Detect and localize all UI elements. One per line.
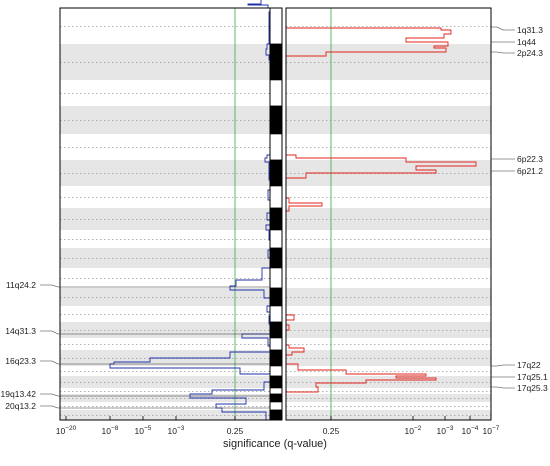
ideogram-chromosome-11 [269, 267, 283, 289]
x-axis-label: significance (q-value) [223, 438, 327, 450]
band-right-8 [286, 208, 491, 230]
tick-label-right-1: 10−2 [405, 425, 422, 436]
tick-marks: 10−20 10−8 10−5 10−3 0.25 0.25 10−2 10−3 10−4 10−… [56, 416, 500, 436]
right-panel-frame [285, 7, 492, 421]
band-left-18 [60, 376, 270, 388]
peak-label-left-0: 11q24.2 [6, 280, 36, 290]
ideogram-chromosome-18 [269, 375, 283, 389]
band-right-12 [286, 288, 491, 306]
peak-leader-right-0 [491, 26, 515, 31]
peak-label-right-2: 2p24.3 [517, 48, 543, 58]
ideogram-chromosome-15 [269, 337, 283, 351]
band-left-14 [60, 322, 270, 338]
ideogram-chromosome-14 [269, 321, 283, 339]
ideogram-chromosome-12 [269, 287, 283, 307]
band-left-10 [60, 248, 270, 268]
peak-label-left-4: 20q13.2 [5, 401, 36, 411]
band-left-12 [60, 288, 270, 306]
ideogram-chromosome-16 [269, 349, 283, 367]
peak-leader-left-4 [40, 405, 270, 409]
peak-label-right-7: 17q25.3 [517, 383, 548, 393]
peak-leader-right-2 [491, 51, 515, 54]
peak-label-right-3: 6p22.3 [517, 154, 543, 164]
peak-leader-left-1 [40, 330, 270, 335]
tick-label-right-3: 10−4 [462, 425, 479, 436]
band-right-18 [286, 376, 491, 388]
peak-leader-right-7 [491, 386, 515, 389]
tick-label-left-0: 10−20 [56, 425, 77, 436]
ideogram-chromosome-1 [269, 7, 283, 45]
ideogram-chromosome-3 [269, 79, 283, 107]
ideogram-chromosome-21 [269, 401, 283, 411]
peak-label-left-1: 14q31.3 [5, 326, 36, 336]
ideogram-chromosome-4 [269, 105, 283, 135]
tick-label-right-0: 0.25 [323, 426, 340, 436]
peak-label-right-1: 1q44 [517, 37, 536, 47]
plot-frames [59, 7, 492, 421]
tick-label-left-4: 0.25 [227, 426, 244, 436]
band-left-6 [60, 160, 270, 186]
peak-label-right-0: 1q31.3 [517, 25, 543, 35]
peak-label-right-6: 17q25.1 [517, 372, 548, 382]
ideogram-chromosome-5 [269, 133, 283, 161]
band-right-4 [286, 106, 491, 134]
ideogram-chromosome-2 [269, 43, 283, 81]
dotted-gridlines-left [60, 26, 270, 416]
tick-label-right-4: 10−7 [483, 425, 500, 436]
ideogram-chromosome-13 [269, 305, 283, 323]
ideogram-chromosome-19 [269, 387, 283, 395]
threshold-lines [234, 8, 332, 420]
tick-label-left-3: 10−3 [168, 425, 185, 436]
ideogram-chromosome-8 [269, 207, 283, 231]
peak-leader-left-3 [40, 393, 270, 397]
tick-label-left-2: 10−5 [135, 425, 152, 436]
band-right-16 [286, 350, 491, 366]
band-right-2 [286, 44, 491, 80]
band-left-20 [60, 394, 270, 402]
peak-label-right-4: 6p21.2 [517, 166, 543, 176]
band-left-22 [60, 410, 270, 420]
peak-label-right-5: 17q22 [517, 360, 541, 370]
peak-leader-right-5 [491, 364, 515, 367]
peak-label-left-3: 19q13.42 [1, 389, 37, 399]
ideogram-chromosome-17 [269, 365, 283, 377]
band-left-2 [60, 44, 270, 80]
ideogram-chromosome-9 [269, 229, 283, 249]
band-left-8 [60, 208, 270, 230]
band-right-10 [286, 248, 491, 268]
ideogram-chromosome-22 [269, 409, 283, 421]
peak-leader-left-0 [40, 284, 270, 288]
ideogram-chromosome-20 [269, 393, 283, 403]
tick-label-left-1: 10−8 [102, 425, 119, 436]
chromosome-ideogram [269, 7, 283, 421]
band-right-20 [286, 394, 491, 402]
tick-label-right-2: 10−3 [437, 425, 454, 436]
band-right-22 [286, 410, 491, 420]
amplification-series-line [285, 8, 477, 420]
peak-labels: 11q24.2 14q31.3 16q23.3 19q13.42 20q13.2 1q31… [1, 25, 548, 411]
band-left-4 [60, 106, 270, 134]
band-right-14 [286, 322, 491, 338]
peak-leader-left-2 [40, 360, 270, 365]
peak-label-left-2: 16q23.3 [5, 356, 36, 366]
ideogram-chromosome-7 [269, 185, 283, 209]
chromosome-bands-right [286, 44, 491, 420]
ideogram-chromosome-10 [269, 247, 283, 269]
ideogram-frame [269, 7, 283, 421]
chromosome-bands-left [60, 44, 270, 420]
ideogram-chromosome-6 [269, 159, 283, 187]
